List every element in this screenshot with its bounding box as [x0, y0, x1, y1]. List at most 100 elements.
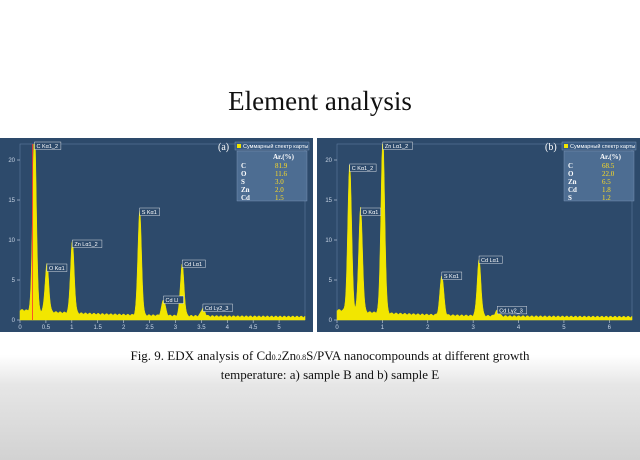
- caption-part-1: Fig. 9. EDX analysis of Cd: [130, 348, 272, 363]
- y-tick-label: 15: [325, 198, 332, 204]
- x-tick-label: 4: [226, 325, 230, 331]
- table-value: 68.5: [602, 162, 615, 170]
- y-tick-label: 10: [8, 238, 15, 244]
- table-element: O: [241, 170, 247, 178]
- peak-label: Cd Lγ2_3: [205, 306, 229, 312]
- table-element: Cd: [241, 194, 250, 202]
- table-value: 1.8: [602, 186, 611, 194]
- x-tick-label: 0: [335, 325, 339, 331]
- legend-box: [561, 141, 637, 151]
- peak-label: Cd Lα1: [184, 262, 202, 268]
- x-tick-label: 0.5: [42, 325, 51, 331]
- x-tick-label: 4.5: [249, 325, 258, 331]
- peak-label-box: [72, 239, 103, 248]
- caption-sub-2: 0.8: [296, 353, 307, 362]
- x-tick-label: 2: [426, 325, 430, 331]
- edx-spectrum-a-svg: 0 5 10 15 20 0 0.5 1 1.5 2 2.5 3 3.5 4 4.5 5 C Kα1_2 O Kα…: [8, 141, 310, 331]
- legend-box: [234, 141, 310, 151]
- x-tick-label: 3: [471, 325, 475, 331]
- table-value: 2.0: [275, 186, 284, 194]
- peak-label: C Kα1_2: [37, 144, 59, 150]
- panel-label: (b): [545, 142, 557, 153]
- x-tick-label: 1: [381, 325, 385, 331]
- table-element: Cd: [568, 186, 577, 194]
- peak-label: Cd Ll: [166, 298, 179, 304]
- peak-label: S Kα1: [142, 210, 157, 216]
- peak-label-box: [34, 141, 62, 150]
- y-tick-label: 10: [325, 238, 332, 244]
- peak-label: Cd Lγ2_3: [499, 308, 523, 314]
- caption-line-2: temperature: a) sample B and b) sample E: [220, 367, 440, 382]
- table-value: 81.9: [275, 162, 288, 170]
- table-element: C: [241, 162, 246, 170]
- caption-sub-1: 0.2: [271, 353, 282, 362]
- legend-title: Суммарный спектр карты: [570, 143, 635, 150]
- table-element: C: [568, 162, 573, 170]
- peak-label-box: [478, 255, 503, 264]
- peak-label-box: [46, 263, 68, 272]
- table-element: O: [568, 170, 574, 178]
- edx-chart-b: 0 5 10 15 20 0 1 2 3 4 5 6 C Kα1_2 O Kα1 Zn Lα1_2 S Kα1…: [317, 138, 640, 332]
- table-value: 1.2: [602, 194, 611, 202]
- x-tick-label: 4: [517, 325, 521, 331]
- peak-label: O Kα1: [49, 266, 65, 272]
- figure-caption: Fig. 9. EDX analysis of Cd0.2Zn0.8S/PVA …: [60, 347, 600, 383]
- peak-label: C Kα1_2: [352, 166, 374, 172]
- table-header: Ar.(%): [273, 153, 295, 161]
- x-tick-label: 5: [277, 325, 281, 331]
- caption-part-3: S/PVA nanocompounds at different growth: [306, 348, 530, 363]
- peak-label: S Kα1: [444, 274, 459, 280]
- spectrum-area: [19, 143, 306, 321]
- legend-title: Суммарный спектр карты: [243, 143, 308, 150]
- slide-title: Element analysis: [228, 86, 412, 116]
- x-tick-label: 1: [70, 325, 74, 331]
- table-element: S: [568, 194, 572, 202]
- peak-label: Zn Lα1_2: [74, 242, 97, 248]
- x-tick-label: 1.5: [94, 325, 103, 331]
- y-tick-label: 0: [12, 318, 16, 324]
- table-value: 11.6: [275, 170, 287, 178]
- x-tick-label: 6: [608, 325, 612, 331]
- spectrum-area: [336, 143, 633, 321]
- table-value: 22.0: [602, 170, 615, 178]
- peak-label-box: [382, 141, 413, 150]
- y-tick-label: 5: [12, 278, 16, 284]
- peak-label-box: [163, 295, 184, 304]
- peak-label: O Kα1: [363, 210, 379, 216]
- table-header: Ar.(%): [600, 153, 622, 161]
- legend-swatch: [237, 144, 241, 148]
- composition-table: [563, 150, 635, 202]
- panel-label: (a): [218, 142, 229, 153]
- x-tick-label: 2: [122, 325, 126, 331]
- table-element: S: [241, 178, 245, 186]
- composition-table: [236, 150, 308, 202]
- y-tick-label: 20: [325, 158, 332, 164]
- caption-part-2: Zn: [281, 348, 297, 363]
- y-tick-label: 5: [329, 278, 333, 284]
- x-tick-label: 0: [18, 325, 22, 331]
- peak-label-box: [360, 207, 381, 216]
- peak-label-box: [181, 259, 206, 268]
- y-tick-label: 15: [8, 198, 15, 204]
- table-value: 6.5: [602, 178, 611, 186]
- peak-label: Zn Lα1_2: [385, 144, 408, 150]
- peak-label-box: [349, 163, 377, 172]
- edx-spectrum-b-svg: 0 5 10 15 20 0 1 2 3 4 5 6 C Kα1_2 O Kα1 Zn Lα1_2 S Kα1…: [325, 141, 637, 331]
- edx-chart-a: 0 5 10 15 20 0 0.5 1 1.5 2 2.5 3 3.5 4 4.5 5 C Kα1_2 O Kα…: [0, 138, 313, 332]
- peak-label-box: [202, 303, 233, 312]
- table-element: Zn: [241, 186, 250, 194]
- x-tick-label: 3.5: [197, 325, 206, 331]
- x-tick-label: 5: [562, 325, 566, 331]
- peak-label-box: [139, 207, 160, 216]
- table-element: Zn: [568, 178, 577, 186]
- x-tick-label: 2.5: [145, 325, 154, 331]
- y-tick-label: 20: [8, 158, 15, 164]
- y-tick-label: 0: [329, 318, 333, 324]
- x-tick-label: 3: [174, 325, 178, 331]
- legend-swatch: [564, 144, 568, 148]
- peak-label-box: [441, 271, 463, 280]
- peak-label: Cd Lα1: [481, 258, 499, 264]
- table-value: 3.0: [275, 178, 284, 186]
- peak-label-box: [497, 306, 528, 315]
- table-value: 1.5: [275, 194, 284, 202]
